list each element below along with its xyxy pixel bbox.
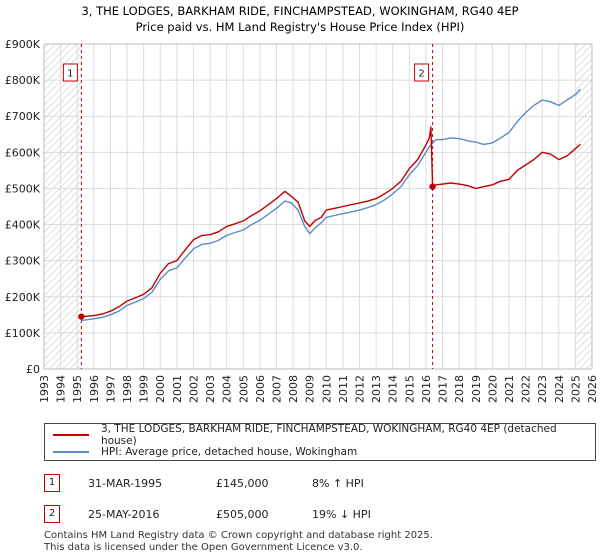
footer-line-2: This data is licensed under the Open Gov… (44, 542, 363, 553)
y-tick-label: £400K (5, 219, 41, 232)
legend-item-hpi: HPI: Average price, detached house, Woki… (53, 444, 357, 460)
plot-area (44, 44, 592, 369)
x-tick-label: 2014 (387, 375, 400, 403)
hpi-line (81, 88, 581, 322)
sale-date-1: 31-MAR-1995 (88, 477, 163, 490)
chart-subtitle: Price paid vs. HM Land Registry's House … (136, 20, 465, 34)
footer-line-1: Contains HM Land Registry data © Crown c… (44, 530, 433, 541)
x-tick-label: 2013 (370, 375, 383, 403)
y-tick-label: £900K (5, 38, 41, 51)
legend-swatch-red (53, 434, 89, 436)
legend-label-property: 3, THE LODGES, BARKHAM RIDE, FINCHAMPSTE… (100, 423, 557, 447)
chart-title: 3, THE LODGES, BARKHAM RIDE, FINCHAMPSTE… (81, 4, 518, 18)
x-tick-label: 2016 (420, 375, 433, 403)
x-tick-label: 2003 (204, 375, 217, 403)
sale-hpi-2: 19% ↓ HPI (312, 508, 371, 521)
y-tick-label: £300K (5, 255, 41, 268)
plot-frame (43, 43, 593, 370)
y-tick-label: £500K (5, 182, 41, 195)
x-tick-label: 2010 (320, 375, 333, 403)
sale-callout-label-2: 2 (418, 69, 424, 80)
x-tick-label: 2006 (254, 375, 267, 403)
y-tick-label: £800K (5, 74, 41, 87)
x-tick-label: 2005 (237, 375, 250, 403)
chart: 3, THE LODGES, BARKHAM RIDE, FINCHAMPSTE… (5, 4, 599, 403)
x-tick-label: 2023 (536, 375, 549, 403)
x-tick-label: 2015 (403, 375, 416, 403)
x-tick-label: 1995 (71, 375, 84, 403)
sale-price-1: £145,000 (216, 477, 269, 490)
x-tick-label: 1997 (104, 375, 117, 403)
legend-swatch-blue (53, 451, 89, 453)
x-tick-label: 2011 (337, 375, 350, 403)
x-tick-label: 2009 (304, 375, 317, 403)
x-tick-label: 2004 (221, 375, 234, 403)
x-tick-label: 1994 (55, 375, 68, 403)
hatched-region-1 (44, 44, 82, 369)
x-tick-label: 2019 (470, 375, 483, 403)
sale-badge-1: 1 (44, 474, 60, 492)
x-tick-label: 2008 (287, 375, 300, 403)
x-tick-label: 1999 (138, 375, 151, 403)
x-tick-label: 2021 (503, 375, 516, 403)
legend-item-property: 3, THE LODGES, BARKHAM RIDE, FINCHAMPSTE… (53, 423, 595, 447)
x-tick-label: 1996 (88, 375, 101, 403)
legend-label-hpi: HPI: Average price, detached house, Woki… (101, 446, 358, 458)
sale-callout-box-1 (62, 63, 78, 82)
y-tick-label: £700K (5, 110, 41, 123)
y-tick-label: £200K (5, 291, 41, 304)
legend: 3, THE LODGES, BARKHAM RIDE, FINCHAMPSTE… (44, 423, 596, 461)
x-tick-label: 2017 (437, 375, 450, 403)
sale-point-2 (429, 183, 436, 190)
x-tick-label: 2000 (154, 375, 167, 403)
sale-price-2: £505,000 (216, 508, 269, 521)
y-tick-label: £0 (26, 363, 40, 376)
x-tick-label: 1998 (121, 375, 134, 403)
x-tick-label: 2022 (520, 375, 533, 403)
sale-callout-label-1: 1 (67, 69, 73, 80)
sale-point-1 (78, 313, 85, 320)
footer: Contains HM Land Registry data © Crown c… (44, 530, 433, 554)
sale-date-2: 25-MAY-2016 (88, 508, 160, 521)
x-tick-label: 2007 (270, 375, 283, 403)
property-price-line (81, 126, 581, 318)
x-tick-label: 1993 (38, 375, 51, 403)
hatched-region-2 (575, 44, 592, 369)
x-tick-label: 2001 (171, 375, 184, 403)
y-tick-label: £600K (5, 146, 41, 159)
x-tick-label: 2020 (486, 375, 499, 403)
x-tick-label: 2025 (569, 375, 582, 403)
y-tick-label: £100K (5, 327, 41, 340)
x-tick-label: 2026 (586, 375, 599, 403)
x-tick-label: 2018 (453, 375, 466, 403)
sale-callout-box-2 (414, 63, 430, 82)
x-tick-label: 2024 (553, 375, 566, 403)
x-tick-label: 2012 (354, 375, 367, 403)
sale-badge-2: 2 (44, 505, 60, 523)
sale-hpi-1: 8% ↑ HPI (312, 477, 364, 490)
x-tick-label: 2002 (187, 375, 200, 403)
